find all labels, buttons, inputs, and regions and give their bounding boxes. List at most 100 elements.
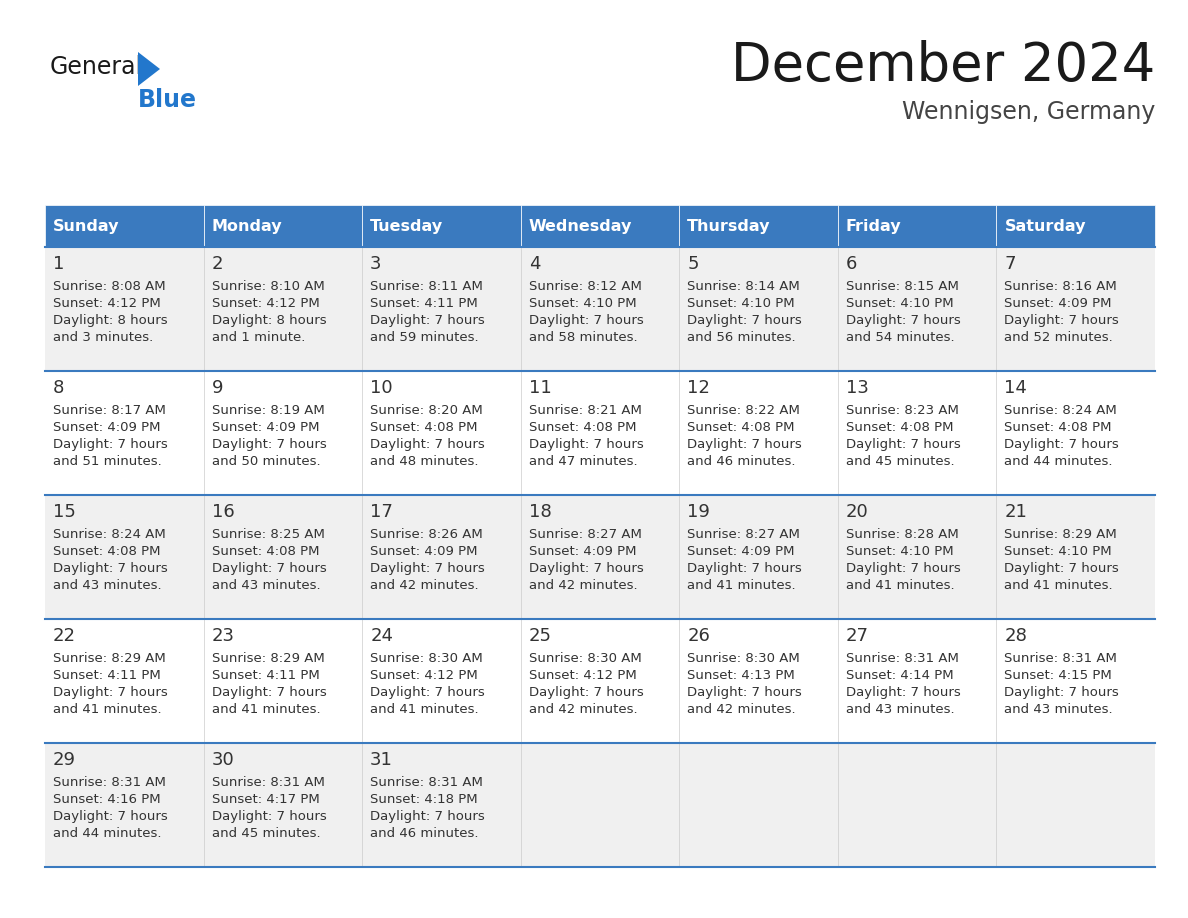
Text: Daylight: 7 hours: Daylight: 7 hours <box>529 562 644 575</box>
Bar <box>520 205 680 247</box>
Polygon shape <box>138 52 160 86</box>
Text: and 45 minutes.: and 45 minutes. <box>846 455 954 468</box>
Text: 17: 17 <box>371 503 393 521</box>
Text: and 42 minutes.: and 42 minutes. <box>371 579 479 592</box>
Text: Daylight: 7 hours: Daylight: 7 hours <box>53 810 168 823</box>
Text: and 42 minutes.: and 42 minutes. <box>529 703 637 716</box>
Text: Sunset: 4:08 PM: Sunset: 4:08 PM <box>688 421 795 434</box>
Text: Sunset: 4:09 PM: Sunset: 4:09 PM <box>53 421 160 434</box>
Text: 3: 3 <box>371 255 381 273</box>
Text: Sunrise: 8:23 AM: Sunrise: 8:23 AM <box>846 404 959 417</box>
Text: Daylight: 7 hours: Daylight: 7 hours <box>53 686 168 699</box>
Text: and 46 minutes.: and 46 minutes. <box>371 827 479 840</box>
Text: Daylight: 7 hours: Daylight: 7 hours <box>211 562 327 575</box>
Text: Daylight: 7 hours: Daylight: 7 hours <box>211 810 327 823</box>
Text: 2: 2 <box>211 255 223 273</box>
Text: and 58 minutes.: and 58 minutes. <box>529 331 637 344</box>
Text: Sunset: 4:17 PM: Sunset: 4:17 PM <box>211 793 320 806</box>
Text: and 42 minutes.: and 42 minutes. <box>529 579 637 592</box>
Text: Sunset: 4:08 PM: Sunset: 4:08 PM <box>529 421 637 434</box>
Text: and 52 minutes.: and 52 minutes. <box>1004 331 1113 344</box>
Text: 1: 1 <box>53 255 64 273</box>
Text: Sunset: 4:09 PM: Sunset: 4:09 PM <box>688 545 795 558</box>
Text: and 44 minutes.: and 44 minutes. <box>53 827 162 840</box>
Text: and 50 minutes.: and 50 minutes. <box>211 455 321 468</box>
Bar <box>520 743 680 867</box>
Text: Daylight: 7 hours: Daylight: 7 hours <box>688 314 802 327</box>
Bar <box>680 247 838 371</box>
Text: 25: 25 <box>529 627 551 645</box>
Text: Sunset: 4:13 PM: Sunset: 4:13 PM <box>688 669 795 682</box>
Bar <box>680 743 838 867</box>
Text: Sunset: 4:18 PM: Sunset: 4:18 PM <box>371 793 478 806</box>
Text: 20: 20 <box>846 503 868 521</box>
Text: Sunrise: 8:31 AM: Sunrise: 8:31 AM <box>1004 652 1117 665</box>
Text: Sunset: 4:09 PM: Sunset: 4:09 PM <box>371 545 478 558</box>
Bar <box>203 205 362 247</box>
Text: Daylight: 7 hours: Daylight: 7 hours <box>53 562 168 575</box>
Text: 13: 13 <box>846 379 868 397</box>
Text: Sunrise: 8:08 AM: Sunrise: 8:08 AM <box>53 280 165 293</box>
Text: Sunset: 4:16 PM: Sunset: 4:16 PM <box>53 793 160 806</box>
Text: and 42 minutes.: and 42 minutes. <box>688 703 796 716</box>
Text: 26: 26 <box>688 627 710 645</box>
Bar <box>520 247 680 371</box>
Bar <box>680 205 838 247</box>
Text: 14: 14 <box>1004 379 1028 397</box>
Text: and 43 minutes.: and 43 minutes. <box>846 703 954 716</box>
Bar <box>997 743 1155 867</box>
Text: Daylight: 7 hours: Daylight: 7 hours <box>371 810 485 823</box>
Text: Sunset: 4:09 PM: Sunset: 4:09 PM <box>529 545 637 558</box>
Bar <box>838 247 997 371</box>
Text: Daylight: 7 hours: Daylight: 7 hours <box>688 438 802 451</box>
Text: Sunrise: 8:21 AM: Sunrise: 8:21 AM <box>529 404 642 417</box>
Bar <box>838 371 997 495</box>
Text: General: General <box>50 55 143 79</box>
Bar <box>520 371 680 495</box>
Bar <box>680 495 838 619</box>
Bar <box>362 495 520 619</box>
Text: December 2024: December 2024 <box>731 40 1155 92</box>
Text: Blue: Blue <box>138 88 197 112</box>
Text: and 41 minutes.: and 41 minutes. <box>371 703 479 716</box>
Bar <box>838 205 997 247</box>
Text: Sunset: 4:12 PM: Sunset: 4:12 PM <box>529 669 637 682</box>
Bar <box>362 205 520 247</box>
Text: and 41 minutes.: and 41 minutes. <box>846 579 954 592</box>
Bar <box>362 619 520 743</box>
Text: Sunrise: 8:28 AM: Sunrise: 8:28 AM <box>846 528 959 541</box>
Text: Daylight: 7 hours: Daylight: 7 hours <box>211 438 327 451</box>
Bar <box>838 619 997 743</box>
Text: 16: 16 <box>211 503 234 521</box>
Bar <box>203 495 362 619</box>
Text: Friday: Friday <box>846 218 902 233</box>
Text: Sunset: 4:08 PM: Sunset: 4:08 PM <box>211 545 320 558</box>
Bar <box>203 619 362 743</box>
Text: Sunset: 4:10 PM: Sunset: 4:10 PM <box>846 545 954 558</box>
Text: Sunrise: 8:22 AM: Sunrise: 8:22 AM <box>688 404 801 417</box>
Text: Daylight: 7 hours: Daylight: 7 hours <box>211 686 327 699</box>
Text: Sunrise: 8:12 AM: Sunrise: 8:12 AM <box>529 280 642 293</box>
Text: Daylight: 7 hours: Daylight: 7 hours <box>371 562 485 575</box>
Bar <box>997 495 1155 619</box>
Bar <box>997 619 1155 743</box>
Text: 12: 12 <box>688 379 710 397</box>
Text: Sunrise: 8:26 AM: Sunrise: 8:26 AM <box>371 528 482 541</box>
Text: and 51 minutes.: and 51 minutes. <box>53 455 162 468</box>
Text: Sunset: 4:08 PM: Sunset: 4:08 PM <box>1004 421 1112 434</box>
Bar <box>45 205 203 247</box>
Text: 21: 21 <box>1004 503 1028 521</box>
Text: 28: 28 <box>1004 627 1028 645</box>
Text: 4: 4 <box>529 255 541 273</box>
Text: Sunrise: 8:15 AM: Sunrise: 8:15 AM <box>846 280 959 293</box>
Text: 7: 7 <box>1004 255 1016 273</box>
Text: and 56 minutes.: and 56 minutes. <box>688 331 796 344</box>
Text: Sunset: 4:11 PM: Sunset: 4:11 PM <box>53 669 160 682</box>
Text: Sunrise: 8:31 AM: Sunrise: 8:31 AM <box>211 776 324 789</box>
Text: Sunrise: 8:19 AM: Sunrise: 8:19 AM <box>211 404 324 417</box>
Text: Sunset: 4:08 PM: Sunset: 4:08 PM <box>53 545 160 558</box>
Bar <box>838 743 997 867</box>
Text: Sunrise: 8:17 AM: Sunrise: 8:17 AM <box>53 404 166 417</box>
Text: Saturday: Saturday <box>1004 218 1086 233</box>
Text: Sunrise: 8:31 AM: Sunrise: 8:31 AM <box>846 652 959 665</box>
